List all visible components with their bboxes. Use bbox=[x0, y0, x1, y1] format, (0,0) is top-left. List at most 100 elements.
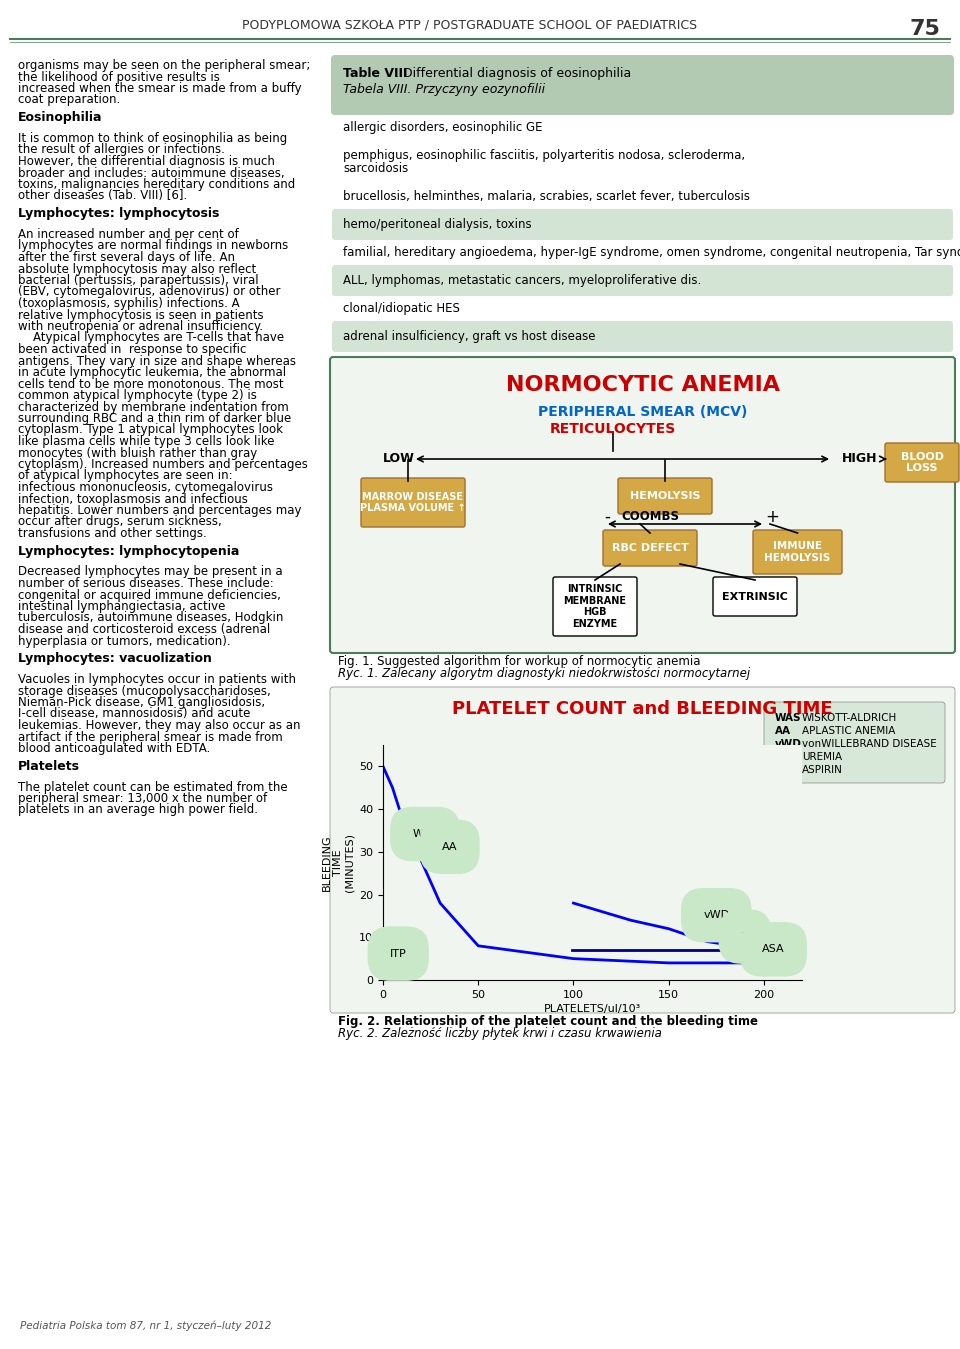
Text: lymphocytes are normal findings in newborns: lymphocytes are normal findings in newbo… bbox=[18, 240, 288, 252]
Text: ASA: ASA bbox=[775, 765, 799, 774]
Text: EXTRINSIC: EXTRINSIC bbox=[722, 591, 788, 602]
Text: Vacuoles in lymphocytes occur in patients with: Vacuoles in lymphocytes occur in patient… bbox=[18, 673, 296, 687]
FancyBboxPatch shape bbox=[764, 701, 945, 782]
Text: brucellosis, helminthes, malaria, scrabies, scarlet fever, tuberculosis: brucellosis, helminthes, malaria, scrabi… bbox=[343, 190, 750, 202]
FancyBboxPatch shape bbox=[330, 357, 955, 653]
Text: HIGH: HIGH bbox=[842, 452, 877, 465]
Text: vWD: vWD bbox=[704, 911, 730, 920]
Text: like plasma cells while type 3 cells look like: like plasma cells while type 3 cells loo… bbox=[18, 434, 275, 448]
FancyBboxPatch shape bbox=[618, 478, 712, 514]
Text: Fig. 2. Relationship of the platelet count and the bleeding time: Fig. 2. Relationship of the platelet cou… bbox=[338, 1014, 758, 1028]
Text: the result of allergies or infections.: the result of allergies or infections. bbox=[18, 143, 225, 156]
Text: increased when the smear is made from a buffy: increased when the smear is made from a … bbox=[18, 82, 301, 94]
Text: U: U bbox=[775, 751, 783, 762]
Text: Nieman-Pick disease, GM1 gangliosidosis,: Nieman-Pick disease, GM1 gangliosidosis, bbox=[18, 696, 265, 710]
Text: WAS: WAS bbox=[775, 714, 802, 723]
Text: characterized by membrane indentation from: characterized by membrane indentation fr… bbox=[18, 401, 289, 414]
Text: It is common to think of eosinophilia as being: It is common to think of eosinophilia as… bbox=[18, 132, 287, 144]
Text: PODYPLOMOWA SZKOŁA PTP / POSTGRADUATE SCHOOL OF PAEDIATRICS: PODYPLOMOWA SZKOŁA PTP / POSTGRADUATE SC… bbox=[243, 19, 698, 32]
Text: ITP: ITP bbox=[390, 948, 407, 959]
Text: 75: 75 bbox=[909, 19, 940, 39]
Text: number of serious diseases. These include:: number of serious diseases. These includ… bbox=[18, 577, 274, 590]
Text: allergic disorders, eosinophilic GE: allergic disorders, eosinophilic GE bbox=[343, 121, 542, 134]
Text: -: - bbox=[604, 509, 610, 526]
Text: leukemias. However, they may also occur as an: leukemias. However, they may also occur … bbox=[18, 719, 300, 733]
Text: Table VIII: Table VIII bbox=[343, 67, 407, 80]
FancyBboxPatch shape bbox=[332, 264, 953, 295]
Text: UREMIA: UREMIA bbox=[802, 751, 842, 762]
FancyBboxPatch shape bbox=[553, 577, 637, 635]
Text: hemo/peritoneal dialysis, toxins: hemo/peritoneal dialysis, toxins bbox=[343, 219, 532, 231]
Text: storage diseases (mucopolysaccharidoses,: storage diseases (mucopolysaccharidoses, bbox=[18, 684, 271, 697]
Text: pemphigus, eosinophilic fasciitis, polyarteritis nodosa, scleroderma,: pemphigus, eosinophilic fasciitis, polya… bbox=[343, 148, 745, 162]
Text: transfusions and other settings.: transfusions and other settings. bbox=[18, 527, 206, 540]
Text: been activated in  response to specific: been activated in response to specific bbox=[18, 343, 247, 356]
FancyBboxPatch shape bbox=[330, 687, 955, 1013]
Text: (toxoplasmosis, syphilis) infections. A: (toxoplasmosis, syphilis) infections. A bbox=[18, 297, 240, 310]
Text: after the first several days of life. An: after the first several days of life. An bbox=[18, 251, 235, 264]
Text: Ryc. 2. Zależność liczby płytek krwi i czasu krwawienia: Ryc. 2. Zależność liczby płytek krwi i c… bbox=[338, 1027, 661, 1040]
Text: blood anticoagulated with EDTA.: blood anticoagulated with EDTA. bbox=[18, 742, 210, 755]
FancyBboxPatch shape bbox=[603, 530, 697, 567]
Text: disease and corticosteroid excess (adrenal: disease and corticosteroid excess (adren… bbox=[18, 623, 271, 635]
Text: MARROW DISEASE
PLASMA VOLUME ↑: MARROW DISEASE PLASMA VOLUME ↑ bbox=[360, 491, 466, 514]
FancyBboxPatch shape bbox=[331, 55, 954, 115]
Text: I-cell disease, mannosidosis) and acute: I-cell disease, mannosidosis) and acute bbox=[18, 707, 251, 720]
Text: IMMUNE
HEMOLYSIS: IMMUNE HEMOLYSIS bbox=[764, 541, 830, 563]
Text: Lymphocytes: lymphocytosis: Lymphocytes: lymphocytosis bbox=[18, 206, 220, 220]
Text: WISKOTT-ALDRICH: WISKOTT-ALDRICH bbox=[802, 714, 898, 723]
Text: HEMOLYSIS: HEMOLYSIS bbox=[630, 491, 700, 500]
Text: bacterial (pertussis, parapertussis), viral: bacterial (pertussis, parapertussis), vi… bbox=[18, 274, 258, 287]
Text: . Differential diagnosis of eosinophilia: . Differential diagnosis of eosinophilia bbox=[395, 67, 632, 80]
Text: Pediatria Polska tom 87, nr 1, styczeń–luty 2012: Pediatria Polska tom 87, nr 1, styczeń–l… bbox=[20, 1321, 272, 1331]
Text: occur after drugs, serum sickness,: occur after drugs, serum sickness, bbox=[18, 515, 222, 529]
X-axis label: PLATELETS/ul/10³: PLATELETS/ul/10³ bbox=[544, 1004, 641, 1014]
Text: tuberculosis, autoimmune diseases, Hodgkin: tuberculosis, autoimmune diseases, Hodgk… bbox=[18, 611, 283, 625]
Text: artifact if the peripheral smear is made from: artifact if the peripheral smear is made… bbox=[18, 731, 283, 743]
Text: BLOOD
LOSS: BLOOD LOSS bbox=[900, 452, 944, 473]
FancyBboxPatch shape bbox=[713, 577, 797, 616]
Text: coat preparation.: coat preparation. bbox=[18, 93, 120, 107]
Text: broader and includes: autoimmune diseases,: broader and includes: autoimmune disease… bbox=[18, 166, 284, 179]
Text: clonal/idiopatic HES: clonal/idiopatic HES bbox=[343, 302, 460, 316]
Text: toxins, malignancies hereditary conditions and: toxins, malignancies hereditary conditio… bbox=[18, 178, 296, 192]
Text: cells tend to be more monotonous. The most: cells tend to be more monotonous. The mo… bbox=[18, 378, 283, 390]
Text: INTRINSIC
MEMBRANE
HGB
ENZYME: INTRINSIC MEMBRANE HGB ENZYME bbox=[564, 584, 627, 629]
Text: antigens. They vary in size and shape whereas: antigens. They vary in size and shape wh… bbox=[18, 355, 296, 367]
Text: Platelets: Platelets bbox=[18, 759, 80, 773]
Text: PLATELET COUNT and BLEEDING TIME: PLATELET COUNT and BLEEDING TIME bbox=[452, 700, 833, 718]
Text: cytoplasm). Increased numbers and percentages: cytoplasm). Increased numbers and percen… bbox=[18, 459, 308, 471]
Text: absolute lymphocytosis may also reflect: absolute lymphocytosis may also reflect bbox=[18, 263, 256, 275]
Text: NORMOCYTIC ANEMIA: NORMOCYTIC ANEMIA bbox=[506, 375, 780, 395]
FancyBboxPatch shape bbox=[332, 321, 953, 352]
Text: ALL, lymphomas, metastatic cancers, myeloproliferative dis.: ALL, lymphomas, metastatic cancers, myel… bbox=[343, 274, 701, 287]
Text: PERIPHERAL SMEAR (MCV): PERIPHERAL SMEAR (MCV) bbox=[538, 405, 747, 420]
Text: infection, toxoplasmosis and infectious: infection, toxoplasmosis and infectious bbox=[18, 492, 248, 506]
Text: Fig. 1. Suggested algorithm for workup of normocytic anemia: Fig. 1. Suggested algorithm for workup o… bbox=[338, 656, 701, 668]
Text: WAS: WAS bbox=[413, 830, 438, 839]
Text: ASA: ASA bbox=[762, 944, 784, 954]
Text: in acute lymphocytic leukemia, the abnormal: in acute lymphocytic leukemia, the abnor… bbox=[18, 366, 286, 379]
FancyBboxPatch shape bbox=[361, 478, 465, 527]
Text: monocytes (with bluish rather than gray: monocytes (with bluish rather than gray bbox=[18, 447, 257, 460]
Text: vonWILLEBRAND DISEASE: vonWILLEBRAND DISEASE bbox=[802, 739, 937, 749]
Text: The platelet count can be estimated from the: The platelet count can be estimated from… bbox=[18, 781, 288, 793]
Text: peripheral smear: 13,000 x the number of: peripheral smear: 13,000 x the number of bbox=[18, 792, 267, 805]
Text: Tabela VIII. Przyczyny eozynofilii: Tabela VIII. Przyczyny eozynofilii bbox=[343, 84, 545, 96]
Text: ASPIRIN: ASPIRIN bbox=[802, 765, 843, 774]
Text: sarcoidosis: sarcoidosis bbox=[343, 162, 408, 175]
Text: AA: AA bbox=[442, 842, 457, 851]
Text: Ryc. 1. Zalecany algorytm diagnostyki niedokrwistości normocytarnej: Ryc. 1. Zalecany algorytm diagnostyki ni… bbox=[338, 666, 750, 680]
Text: relative lymphocytosis is seen in patients: relative lymphocytosis is seen in patien… bbox=[18, 309, 264, 321]
Text: LOW: LOW bbox=[383, 452, 415, 465]
Text: infectious mononucleosis, cytomegalovirus: infectious mononucleosis, cytomegaloviru… bbox=[18, 482, 273, 494]
Text: U: U bbox=[741, 932, 749, 942]
Text: Lymphocytes: vacuolization: Lymphocytes: vacuolization bbox=[18, 652, 212, 665]
Text: An increased number and per cent of: An increased number and per cent of bbox=[18, 228, 239, 241]
Text: +: + bbox=[765, 509, 779, 526]
Text: AA: AA bbox=[775, 726, 791, 737]
Text: Lymphocytes: lymphocytopenia: Lymphocytes: lymphocytopenia bbox=[18, 545, 239, 557]
Text: (EBV, cytomegalovirus, adenovirus) or other: (EBV, cytomegalovirus, adenovirus) or ot… bbox=[18, 286, 280, 298]
Text: congenital or acquired immune deficiencies,: congenital or acquired immune deficienci… bbox=[18, 588, 281, 602]
FancyBboxPatch shape bbox=[332, 209, 953, 240]
